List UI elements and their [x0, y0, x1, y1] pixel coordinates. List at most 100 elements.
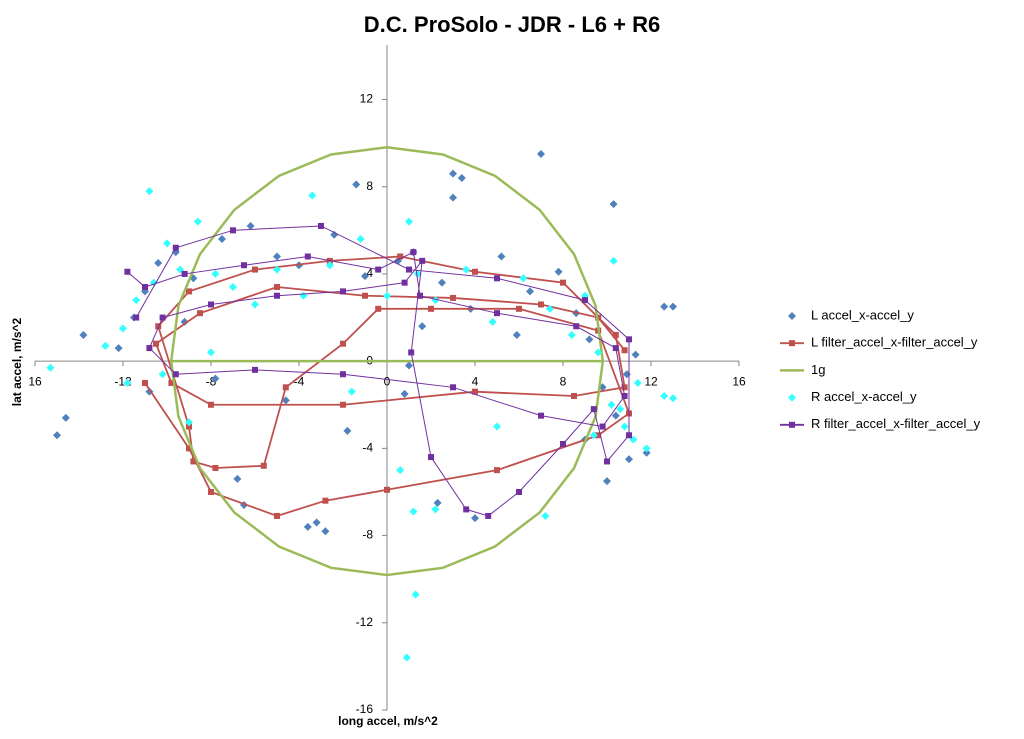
point — [494, 467, 500, 474]
point — [383, 291, 391, 300]
point — [560, 279, 566, 286]
y-tick-label: 12 — [360, 92, 374, 106]
point — [347, 387, 356, 396]
point — [123, 378, 132, 387]
point — [526, 287, 534, 296]
x-tick-label: 4 — [472, 374, 479, 388]
point — [541, 511, 550, 520]
point — [595, 432, 602, 439]
point — [450, 384, 456, 391]
point — [612, 345, 619, 352]
point — [340, 371, 346, 378]
point — [180, 317, 189, 326]
point — [607, 400, 616, 409]
point — [274, 284, 280, 291]
point — [299, 291, 308, 300]
point — [626, 336, 632, 343]
y-tick-label: -12 — [356, 615, 374, 629]
point — [158, 370, 167, 379]
point — [493, 422, 501, 431]
point — [401, 279, 408, 286]
point — [537, 150, 545, 159]
point — [408, 349, 415, 356]
point — [567, 330, 576, 339]
point — [438, 278, 446, 287]
legend-item: L accel_x-accel_y — [788, 307, 914, 322]
point — [252, 266, 258, 273]
x-tick-label: 16 — [28, 374, 42, 388]
point — [208, 301, 214, 308]
y-tick-label: -8 — [362, 528, 373, 542]
point — [622, 370, 631, 379]
point — [616, 405, 625, 414]
point — [669, 302, 677, 311]
point — [516, 488, 522, 495]
x-axis-title: long accel, m/s^2 — [338, 714, 438, 728]
legend-label: L accel_x-accel_y — [811, 307, 914, 322]
point — [603, 477, 611, 486]
point — [163, 239, 171, 248]
point — [119, 324, 127, 333]
legend-label: 1g — [811, 362, 825, 377]
point — [631, 350, 640, 359]
point — [410, 249, 417, 256]
point — [340, 401, 346, 408]
series — [53, 150, 677, 536]
point — [428, 454, 434, 461]
point — [352, 180, 361, 189]
legend-label: R filter_accel_x-filter_accel_y — [811, 416, 981, 431]
legend-label: L filter_accel_x-filter_accel_y — [811, 335, 978, 350]
point — [488, 317, 497, 326]
point — [155, 323, 162, 330]
point — [132, 296, 141, 305]
point — [560, 441, 566, 447]
y-tick-label: -4 — [362, 441, 373, 455]
point — [626, 432, 632, 439]
legend-item: 1g — [780, 362, 825, 377]
point — [611, 411, 620, 420]
series-line — [127, 225, 630, 517]
point — [400, 389, 409, 398]
point — [233, 474, 242, 483]
point — [457, 174, 466, 182]
point — [604, 458, 610, 465]
point — [321, 527, 330, 536]
point — [397, 253, 404, 260]
point — [340, 288, 346, 295]
point — [208, 401, 214, 408]
point — [168, 379, 175, 386]
point — [159, 314, 166, 321]
legend-marker — [788, 312, 796, 320]
point — [512, 330, 521, 339]
point — [46, 363, 55, 372]
point — [207, 348, 215, 357]
point — [273, 252, 281, 261]
point — [133, 314, 140, 321]
point — [274, 292, 280, 299]
point — [375, 266, 382, 273]
y-axis-title: lat accel, m/s^2 — [10, 317, 24, 406]
point — [325, 261, 334, 270]
legend-item: R filter_accel_x-filter_accel_y — [780, 416, 981, 431]
point — [396, 466, 405, 475]
point — [405, 217, 413, 226]
point — [609, 200, 618, 209]
point — [229, 283, 237, 292]
point — [471, 514, 479, 523]
point — [660, 302, 669, 311]
point — [252, 366, 258, 373]
point — [246, 221, 255, 230]
point — [318, 222, 324, 229]
point — [375, 305, 382, 312]
point — [497, 252, 506, 261]
point — [633, 378, 642, 387]
point — [154, 259, 163, 268]
point — [409, 507, 418, 516]
x-tick-label: 12 — [644, 374, 658, 388]
point — [211, 269, 220, 278]
point — [585, 335, 594, 344]
point — [431, 296, 440, 305]
point — [343, 426, 352, 435]
